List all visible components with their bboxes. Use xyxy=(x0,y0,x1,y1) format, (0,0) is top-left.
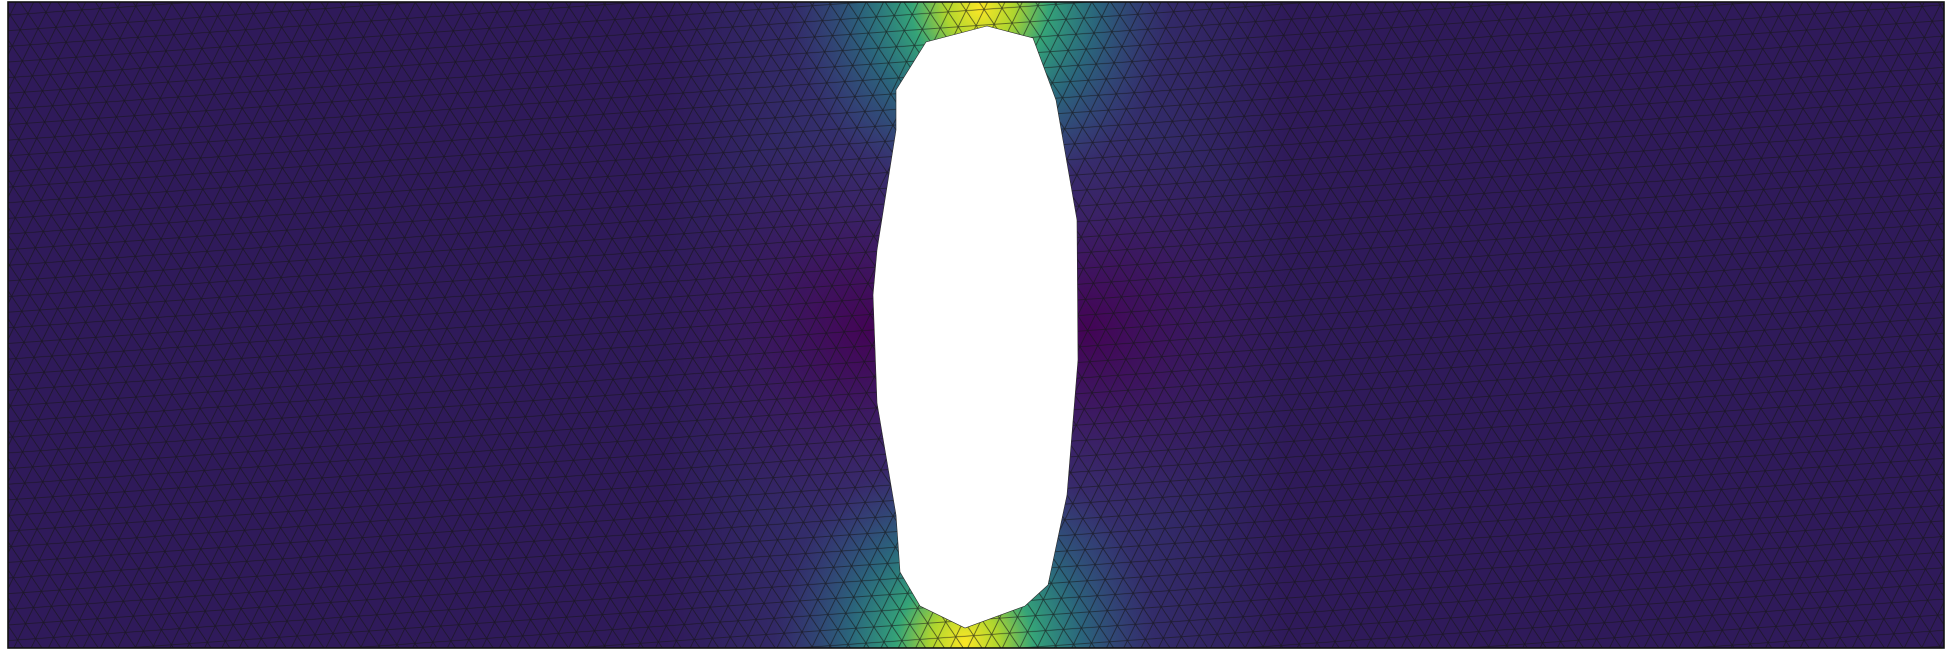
central-hole xyxy=(872,25,1079,629)
plate-border xyxy=(7,1,1945,649)
